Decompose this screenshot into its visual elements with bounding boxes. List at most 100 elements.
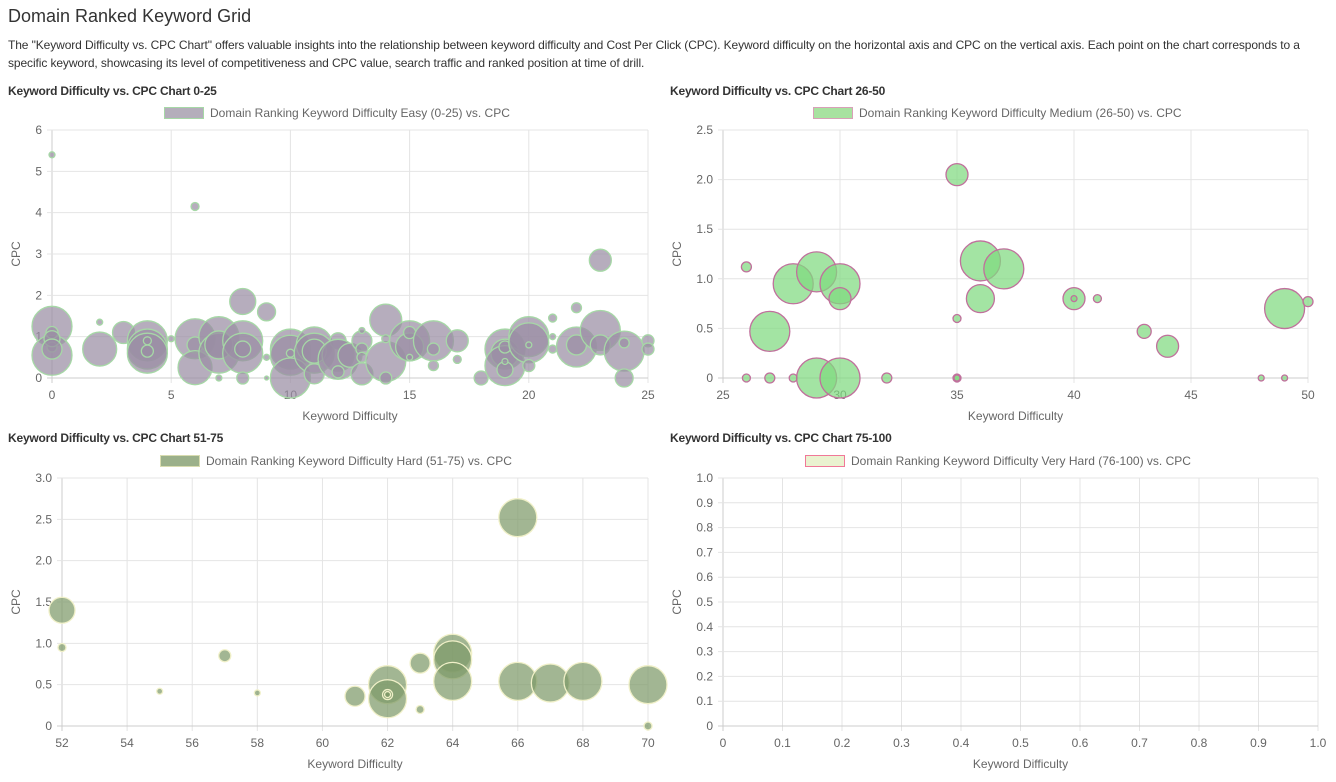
bubble-point[interactable] [256,302,277,322]
x-tick-label: 54 [120,736,134,750]
bubble-point[interactable] [473,370,489,386]
bubble-point[interactable] [383,690,392,699]
bubble-point[interactable] [749,310,791,353]
bubble-point[interactable] [405,353,414,361]
x-tick-label: 66 [511,736,525,750]
bubble-point[interactable] [628,665,668,705]
x-tick-label: 20 [522,388,536,402]
x-tick-label: 70 [641,736,655,750]
bubble-point[interactable] [358,326,366,335]
bubble-point[interactable] [740,261,753,273]
bubble-point[interactable] [1263,287,1306,330]
bubble-point[interactable] [603,330,645,372]
y-tick-label: 2.0 [696,173,713,187]
bubble-point[interactable] [452,354,462,365]
bubble-point[interactable] [498,498,538,538]
bubble-point[interactable] [618,337,630,349]
bubble-point[interactable] [379,371,393,385]
bubble-point[interactable] [167,335,175,343]
bubble-point[interactable] [140,344,155,358]
bubble-point[interactable] [263,375,270,381]
x-tick-label: 25 [641,388,655,402]
bubble-point[interactable] [156,687,164,695]
bubble-point[interactable] [952,313,962,324]
y-tick-label: 0.5 [696,321,713,335]
legend-hard[interactable]: Domain Ranking Keyword Difficulty Hard (… [160,454,512,468]
bubble-point[interactable] [218,649,232,663]
y-tick-label: 0.8 [696,521,713,535]
legend-swatch-easy [164,107,204,119]
bubble-point[interactable] [945,162,969,187]
bubble-point[interactable] [409,652,431,674]
x-tick-label: 64 [446,736,460,750]
legend-label-very-hard: Domain Ranking Keyword Difficulty Very H… [851,454,1191,468]
bubble-point[interactable] [82,331,118,367]
bubble-point[interactable] [588,248,612,272]
x-axis-title: Keyword Difficulty [302,409,397,423]
y-axis-title: CPC [9,241,23,267]
bubble-point[interactable] [215,374,223,382]
bubble-point[interactable] [819,357,861,399]
bubble-point[interactable] [522,358,536,373]
bubble-point[interactable] [501,357,509,366]
bubble-point[interactable] [48,596,76,624]
bubble-point[interactable] [96,318,104,326]
legend-very-hard[interactable]: Domain Ranking Keyword Difficulty Very H… [805,454,1191,468]
bubble-point[interactable] [236,371,250,385]
bubble-point[interactable] [234,340,252,358]
bubble-point[interactable] [415,704,425,715]
bubble-point[interactable] [547,344,558,354]
bubble-point[interactable] [381,334,391,344]
chart-title-very-hard: Keyword Difficulty vs. CPC Chart 75-100 [670,431,892,445]
bubble-point[interactable] [525,341,533,349]
bubble-point[interactable] [741,373,752,383]
bubble-point[interactable] [190,201,200,212]
x-tick-label: 0.1 [774,736,791,750]
bubble-point[interactable] [344,685,366,707]
bubble-point[interactable] [828,286,852,311]
bubble-point[interactable] [570,302,583,314]
bubble-point[interactable] [643,721,653,731]
bubble-point[interactable] [547,313,558,323]
bubble-point[interactable] [57,642,67,653]
bubble-point[interactable] [1092,293,1103,304]
bubble-point[interactable] [614,368,634,388]
bubble-point[interactable] [1280,374,1289,382]
bubble-point[interactable] [445,329,469,353]
x-tick-label: 0 [720,736,727,750]
bubble-point[interactable] [953,374,961,382]
bubble-point[interactable] [965,283,996,314]
bubble-point[interactable] [563,661,603,702]
bubble-point[interactable] [548,333,557,341]
bubble-point[interactable] [331,365,345,379]
bubble-point[interactable] [48,151,56,159]
y-tick-label: 1.5 [696,222,713,236]
bubble-point[interactable] [253,689,261,697]
bubble-point[interactable] [433,661,473,702]
bubble-point[interactable] [426,342,441,356]
legend-swatch-medium [813,107,853,119]
legend-easy[interactable]: Domain Ranking Keyword Difficulty Easy (… [164,106,510,120]
legend-medium[interactable]: Domain Ranking Keyword Difficulty Medium… [813,106,1182,120]
bubble-point[interactable] [641,342,655,356]
bubble-point[interactable] [881,372,893,384]
bubble-point[interactable] [142,336,153,346]
y-axis-title: CPC [670,241,684,267]
bubble-point[interactable] [983,248,1025,290]
bubble-point[interactable] [1136,323,1152,340]
y-tick-label: 0.1 [696,694,713,708]
bubble-point[interactable] [229,287,257,316]
bubble-point[interactable] [1257,374,1265,382]
bubble-point[interactable] [764,372,776,384]
bubble-point[interactable] [427,359,440,372]
bubble-point[interactable] [41,338,63,360]
bubble-point[interactable] [285,348,296,358]
bubble-point[interactable] [1155,334,1180,358]
bubble-point[interactable] [1070,294,1078,303]
bubble-point[interactable] [262,353,271,361]
bubble-point[interactable] [1302,295,1314,308]
x-tick-label: 1.0 [1310,736,1327,750]
y-tick-label: 3 [35,247,42,261]
y-tick-label: 0.4 [696,620,713,634]
